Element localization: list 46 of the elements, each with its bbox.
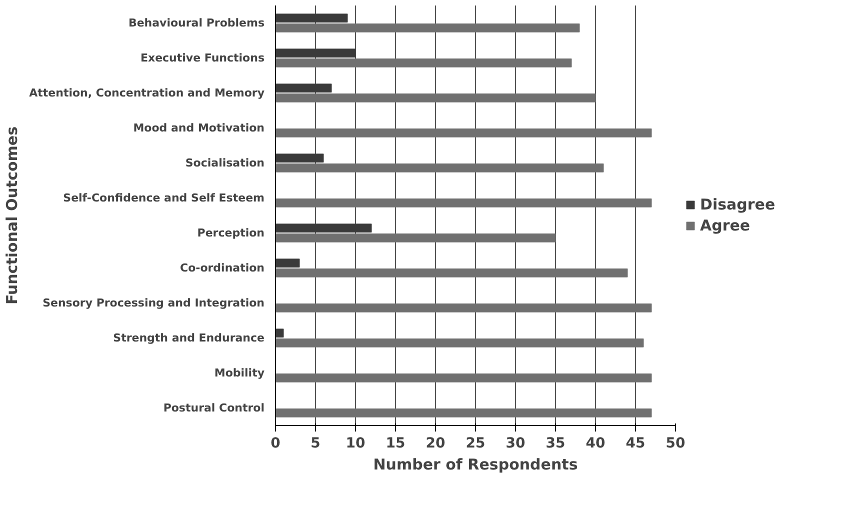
y-tick-label: Mobility	[214, 366, 265, 380]
y-axis-title: Functional Outcomes	[3, 126, 22, 305]
y-tick-label: Executive Functions	[140, 52, 265, 64]
x-tick-label: 20	[426, 436, 446, 452]
x-tick-label: 25	[466, 436, 486, 452]
x-tick-label: 50	[666, 436, 686, 452]
x-tick-label: 5	[310, 436, 320, 452]
bar	[276, 198, 652, 208]
bar	[276, 163, 604, 172]
x-tick-label: 0	[270, 436, 281, 452]
y-tick-label: Mood and Motivation	[133, 122, 264, 134]
y-tick-label: Co-ordination	[180, 262, 265, 274]
y-tick-label: Postural Control	[163, 402, 265, 414]
x-tick-label: 15	[386, 436, 406, 452]
bar	[276, 154, 324, 163]
y-tick-label: Attention, Concentration and Memory	[29, 86, 265, 100]
legend-label: Disagree	[700, 196, 776, 214]
y-tick-label: Sensory Processing and Integration	[42, 296, 265, 310]
x-tick-label: 10	[346, 436, 366, 452]
bar	[276, 84, 332, 93]
bar	[276, 224, 372, 233]
bar	[276, 268, 628, 278]
legend-label: Agree	[700, 216, 750, 234]
bar	[276, 14, 348, 23]
y-tick-label: Strength and Endurance	[113, 332, 264, 344]
bar	[276, 328, 284, 338]
bar	[276, 373, 652, 382]
x-axis-title: Number of Respondents	[373, 456, 578, 474]
x-tick-label: 45	[626, 436, 646, 452]
bar	[276, 93, 596, 102]
bar	[276, 23, 580, 32]
bar	[276, 303, 652, 312]
x-tick-label: 40	[586, 436, 606, 452]
bar	[276, 258, 300, 268]
y-tick-label: Socialisation	[185, 156, 265, 170]
bar	[276, 338, 644, 348]
bar	[276, 128, 652, 138]
y-tick-label: Behavioural Problems	[128, 16, 265, 30]
y-tick-label: Self-Confidence and Self Esteem	[63, 192, 265, 204]
bar	[276, 408, 652, 418]
x-tick-label: 35	[546, 436, 566, 452]
bar	[276, 48, 356, 58]
bar	[276, 58, 572, 68]
bar	[276, 233, 556, 242]
x-tick-label: 30	[506, 436, 526, 452]
y-tick-label: Perception	[197, 226, 265, 240]
